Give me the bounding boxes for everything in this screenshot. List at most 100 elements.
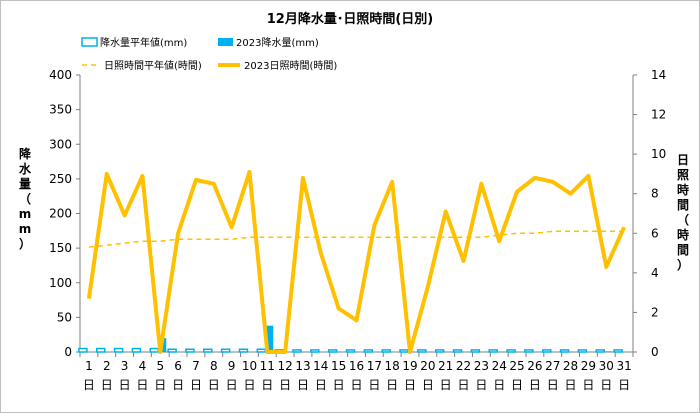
x-tick-suffix: 日 xyxy=(315,378,327,392)
x-tick-label: 9 xyxy=(228,359,236,373)
x-tick-suffix: 日 xyxy=(83,378,95,392)
x-tick-label: 31 xyxy=(616,359,631,373)
sunshine-point xyxy=(391,181,393,183)
legend-label-normal-sunshine: 日照時間平年値(時間) xyxy=(104,59,202,72)
axis-label-char: 照 xyxy=(677,167,689,182)
legend-swatch-actual-precip xyxy=(218,38,233,46)
x-tick-label: 21 xyxy=(438,359,453,373)
x-tick-label: 19 xyxy=(402,359,417,373)
normal-precip-bar xyxy=(310,349,320,353)
x-tick-suffix: 日 xyxy=(511,378,523,392)
normal-precip-bar xyxy=(559,349,570,353)
normal-precip-bar xyxy=(577,349,588,353)
axis-label-char: 間 xyxy=(677,243,689,257)
x-tick-label: 25 xyxy=(509,359,524,373)
legend-swatch-normal-precip xyxy=(81,37,98,47)
legend-label-normal-precip: 降水量平年値(mm) xyxy=(100,36,187,49)
axis-label-char: （ xyxy=(677,212,689,227)
x-tick-suffix: 日 xyxy=(458,378,470,392)
sunshine-point xyxy=(534,177,536,179)
x-tick-label: 22 xyxy=(456,359,471,373)
x-tick-suffix: 日 xyxy=(226,378,238,392)
sunshine-point xyxy=(266,351,268,353)
x-tick-suffix: 日 xyxy=(618,378,630,392)
x-tick-suffix: 日 xyxy=(279,378,291,392)
x-tick-label: 18 xyxy=(385,359,400,373)
x-tick-suffix: 日 xyxy=(475,378,487,392)
sunshine-point xyxy=(141,175,143,177)
sunshine-point xyxy=(88,298,90,300)
axis-label-char: ） xyxy=(19,236,31,251)
x-tick-label: 4 xyxy=(139,359,147,373)
x-tick-label: 10 xyxy=(242,359,257,373)
normal-precip-bar xyxy=(470,349,481,353)
normal-precip-bar xyxy=(506,349,516,353)
normal-precip-bar xyxy=(381,349,391,353)
x-tick-label: 30 xyxy=(599,359,614,373)
x-tick-suffix: 日 xyxy=(136,378,148,392)
sunshine-point xyxy=(605,266,607,268)
normal-precip-bar xyxy=(96,347,106,353)
normal-precip-bar xyxy=(417,349,427,353)
legend-label-actual-precip: 2023降水量(mm) xyxy=(236,36,319,49)
y-left-tick-label: 0 xyxy=(64,345,72,359)
sunshine-point xyxy=(159,351,161,353)
normal-precip-bar xyxy=(452,349,463,353)
x-tick-label: 16 xyxy=(349,359,364,373)
actual-precip-bar xyxy=(265,325,274,352)
x-tick-suffix: 日 xyxy=(190,378,202,392)
sunshine-point xyxy=(124,214,126,216)
x-tick-suffix: 日 xyxy=(422,378,434,392)
x-tick-label: 17 xyxy=(367,359,382,373)
axis-label-char: 時 xyxy=(677,182,689,197)
x-tick-label: 29 xyxy=(581,359,596,373)
y-left-tick-label: 200 xyxy=(49,207,72,221)
y-right-tick-label: 8 xyxy=(651,187,659,201)
y-right-tick-label: 0 xyxy=(651,345,659,359)
axis-label-char: ） xyxy=(677,257,689,272)
normal-precip-bar xyxy=(220,348,231,353)
normal-precip-bar xyxy=(78,347,88,353)
normal-precip-bar xyxy=(613,349,623,353)
y-right-tick-label: 4 xyxy=(651,266,659,280)
x-tick-label: 14 xyxy=(313,359,328,373)
sunshine-point xyxy=(373,224,375,226)
x-tick-label: 3 xyxy=(121,359,129,373)
legend-label-actual-sunshine: 2023日照時間(時間) xyxy=(244,60,337,72)
x-tick-label: 20 xyxy=(420,359,435,373)
sunshine-point xyxy=(498,240,500,242)
axis-label-char: 間 xyxy=(677,198,689,212)
x-tick-label: 5 xyxy=(156,359,164,373)
x-tick-suffix: 日 xyxy=(208,378,220,392)
normal-precip-bar xyxy=(256,348,267,353)
sunshine-point xyxy=(302,177,304,179)
axis-label-char: m xyxy=(19,207,32,221)
y-axis-right-label: 日照時間（時間） xyxy=(677,153,689,272)
sunshine-point xyxy=(320,252,322,254)
x-tick-label: 7 xyxy=(192,359,200,373)
x-tick-label: 6 xyxy=(174,359,182,373)
x-tick-suffix: 日 xyxy=(333,378,345,392)
y-axis-left-label: 降水量（ m m） xyxy=(19,146,32,251)
sunshine-point xyxy=(177,232,179,234)
normal-precip-bar xyxy=(524,349,534,353)
axis-label-char: m xyxy=(19,222,32,236)
y-left-tick-label: 250 xyxy=(49,172,72,186)
sunshine-point xyxy=(516,191,518,193)
axis-label-char: 降 xyxy=(19,146,32,161)
x-tick-suffix: 日 xyxy=(368,378,380,392)
x-tick-label: 12 xyxy=(278,359,293,373)
normal-precip-bar xyxy=(203,348,213,353)
normal-precip-bar xyxy=(399,349,409,353)
x-tick-suffix: 日 xyxy=(565,378,577,392)
y-left-tick-label: 150 xyxy=(49,241,72,255)
sunshine-point xyxy=(213,183,215,185)
y-left-tick-label: 100 xyxy=(49,276,72,290)
legend: 降水量平年値(mm) 2023降水量(mm) 日照時間平年値(時間) 2023日照時間… xyxy=(81,36,337,72)
normal-precip-bar xyxy=(434,349,445,353)
x-tick-suffix: 日 xyxy=(261,378,273,392)
y-right-tick-label: 10 xyxy=(651,147,666,161)
x-tick-suffix: 日 xyxy=(493,378,505,392)
normal-precip-bar xyxy=(131,347,142,353)
